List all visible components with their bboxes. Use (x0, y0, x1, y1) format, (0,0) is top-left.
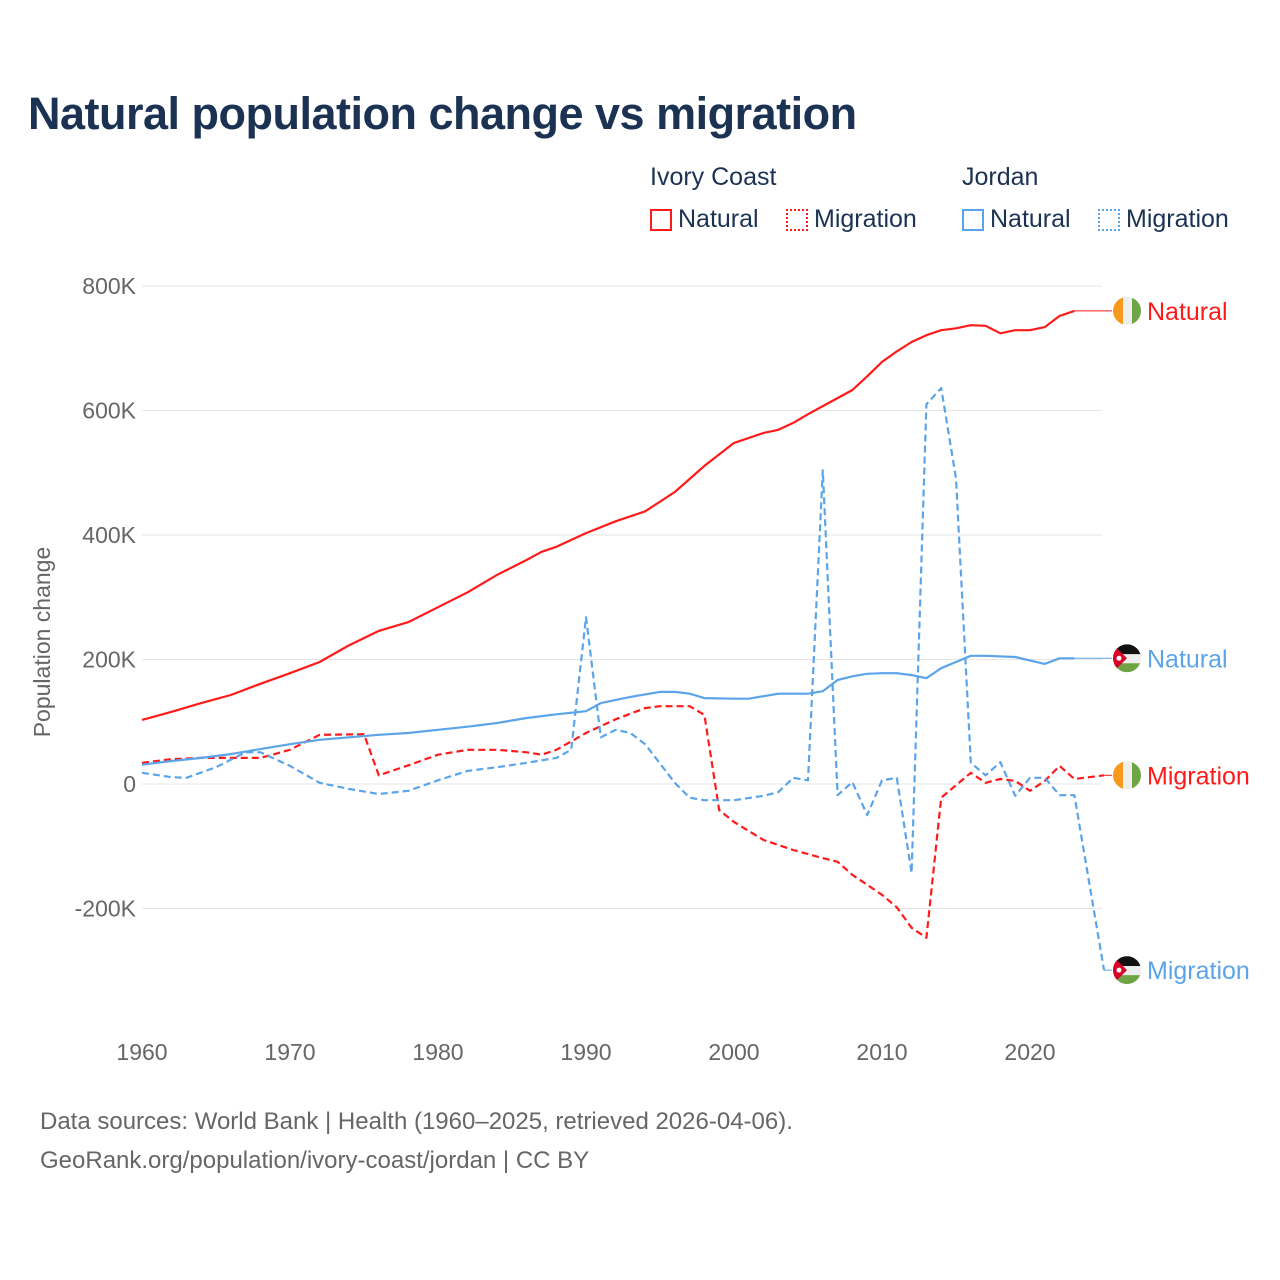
legend-label: Natural (990, 205, 1071, 233)
source-line-1: Data sources: World Bank | Health (1960–… (40, 1108, 793, 1135)
chart-title: Natural population change vs migration (28, 88, 857, 139)
source-line-2[interactable]: GeoRank.org/population/ivory-coast/jorda… (40, 1147, 590, 1174)
x-tick-label: 2020 (1004, 1039, 1055, 1065)
series-line-jordan-natural (141, 654, 1075, 766)
y-tick-label: 0 (123, 771, 136, 797)
flag-stripe (1113, 644, 1141, 655)
flag-body (1113, 761, 1141, 790)
y-tick-label: 800K (82, 273, 136, 299)
legend-label: Natural (678, 205, 759, 233)
legend-jordan-migration[interactable]: Migration (1098, 205, 1229, 234)
legend-group-jordan: Jordan (962, 163, 1039, 191)
flag-stripe (1123, 761, 1132, 790)
legend-swatch-solid-red (650, 208, 672, 231)
flag-stripe (1113, 975, 1141, 985)
x-tick-label: 1980 (412, 1039, 463, 1065)
flag-stripe (1132, 761, 1141, 790)
flag-star (1116, 655, 1122, 661)
jordan-flag-icon (1113, 956, 1141, 985)
legend-ivory-coast-natural[interactable]: Natural (650, 205, 759, 234)
legend-swatch-dotted-blue (1098, 208, 1120, 231)
flag-stripe (1132, 296, 1141, 325)
series-line-ivory-coast-migration (141, 705, 1105, 939)
x-tick-label: 1970 (264, 1039, 315, 1065)
legend-jordan-natural[interactable]: Natural (962, 205, 1071, 234)
flag-stripe (1113, 956, 1141, 967)
end-label: Natural (1147, 645, 1228, 673)
x-tick-label: 2010 (856, 1039, 907, 1065)
flag-body (1113, 644, 1141, 673)
y-tick-label: 200K (82, 647, 136, 673)
y-tick-label: 600K (82, 398, 136, 424)
legend-ivory-coast-migration[interactable]: Migration (786, 205, 917, 234)
legend-label: Migration (1126, 205, 1229, 233)
jordan-flag-icon (1113, 644, 1141, 673)
series-line-ivory-coast-natural (141, 309, 1075, 721)
flag-star (1116, 967, 1122, 973)
end-label: Natural (1147, 298, 1228, 326)
flag-stripe (1113, 663, 1141, 673)
legend-swatch-solid-blue (962, 208, 984, 231)
flag-stripe (1113, 296, 1123, 325)
y-tick-label: -200K (75, 896, 137, 922)
x-tick-label: 2000 (708, 1039, 759, 1065)
series-line-jordan-migration (141, 387, 1106, 971)
legend-group-ivory-coast: Ivory Coast (650, 163, 777, 191)
end-label: Migration (1147, 957, 1250, 985)
y-axis-label: Population change (29, 547, 55, 738)
legend-label: Migration (814, 205, 917, 233)
end-label: Migration (1147, 762, 1250, 790)
flag-stripe (1123, 296, 1132, 325)
flag-stripe (1113, 966, 1141, 976)
x-tick-label: 1990 (560, 1039, 611, 1065)
flag-body (1113, 956, 1141, 985)
flag-stripe (1113, 654, 1141, 664)
ivory-coast-flag-icon (1113, 761, 1141, 790)
y-tick-label: 400K (82, 522, 136, 548)
x-tick-label: 1960 (116, 1039, 167, 1065)
ivory-coast-flag-icon (1113, 296, 1141, 325)
flag-body (1113, 296, 1141, 325)
legend-swatch-dotted-red (786, 208, 808, 231)
flag-stripe (1113, 761, 1123, 790)
